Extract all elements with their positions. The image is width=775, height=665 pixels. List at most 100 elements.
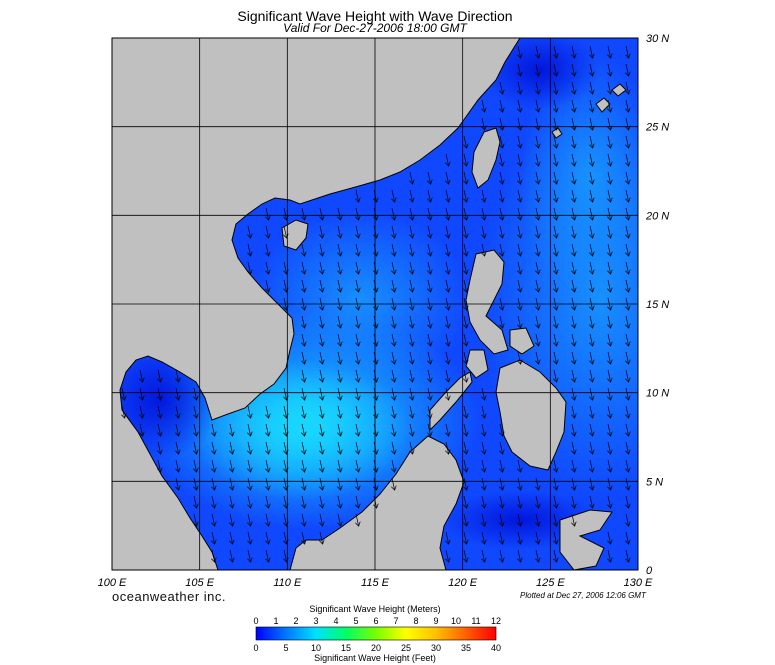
wave-arrow [319, 531, 325, 545]
wave-arrow [553, 99, 559, 113]
wave-arrow [391, 315, 397, 329]
wave-arrow [319, 333, 325, 347]
wave-arrow [409, 441, 415, 455]
wave-arrow [553, 477, 559, 491]
wave-arrow [571, 351, 577, 365]
wave-arrow [409, 387, 415, 401]
wave-arrow [211, 477, 217, 491]
wave-arrow [391, 279, 397, 293]
wave-arrow [535, 81, 541, 95]
wave-arrow [355, 477, 361, 491]
wave-arrow [553, 171, 559, 185]
wave-arrow [571, 405, 577, 419]
wave-arrow [607, 225, 613, 239]
wave-arrow [625, 117, 631, 131]
wave-arrow [391, 387, 397, 401]
wave-arrow [265, 441, 271, 455]
lat-label: 20 N [645, 210, 669, 222]
wave-arrow [391, 243, 397, 257]
wave-arrow [319, 369, 325, 383]
lon-label: 115 E [361, 577, 390, 589]
lat-label: 30 N [646, 33, 669, 45]
wave-arrow [319, 405, 325, 419]
wave-arrow [499, 513, 505, 527]
wave-arrow [409, 405, 415, 419]
wave-arrow [625, 261, 631, 275]
wave-arrow [445, 549, 451, 563]
wave-arrow [481, 495, 487, 509]
wave-arrow [625, 243, 631, 257]
colorbar-meters-tick: 0 [253, 616, 258, 626]
wave-arrow [409, 225, 415, 239]
wave-arrow [445, 243, 451, 257]
wave-arrow [553, 243, 559, 257]
wave-arrow [211, 441, 217, 455]
wave-arrow [463, 189, 469, 203]
wave-arrow [625, 279, 631, 293]
wave-arrow [481, 189, 487, 203]
wave-arrow [175, 405, 181, 419]
wave-arrow [139, 387, 145, 401]
lon-label: 125 E [536, 577, 565, 589]
wave-arrow [517, 477, 523, 491]
wave-arrow [571, 207, 577, 221]
wave-arrow [571, 495, 577, 509]
colorbar-title-meters: Significant Wave Height (Meters) [309, 604, 441, 614]
wave-arrow [157, 387, 163, 401]
wave-arrow [535, 225, 541, 239]
wave-arrow [589, 477, 595, 491]
wave-arrow [301, 441, 307, 455]
wave-arrow [319, 387, 325, 401]
wave-arrow [211, 495, 217, 509]
wave-arrow [193, 405, 199, 419]
wave-arrow [265, 243, 271, 257]
wave-arrow [463, 441, 469, 455]
wave-arrow [445, 225, 451, 239]
wave-arrow [535, 153, 541, 167]
wave-arrow [157, 441, 163, 455]
wave-arrow [517, 117, 523, 131]
wave-arrow [607, 207, 613, 221]
wave-arrow [409, 189, 415, 203]
wave-arrow [355, 441, 361, 455]
brand-logo-text: oceanweather inc. [112, 589, 227, 604]
wave-arrow [607, 423, 613, 437]
wave-arrow [625, 153, 631, 167]
wave-arrow [337, 495, 343, 509]
wave-arrow [625, 387, 631, 401]
wave-arrow [391, 333, 397, 347]
wave-arrow [247, 261, 253, 275]
wave-arrow [607, 81, 613, 95]
wave-arrow [319, 441, 325, 455]
wave-arrow [517, 99, 523, 113]
wave-arrow [607, 171, 613, 185]
wave-arrow [535, 63, 541, 77]
wave-arrow [265, 225, 271, 239]
wave-arrow [535, 45, 541, 59]
wave-arrow [499, 207, 505, 221]
wave-arrow [589, 117, 595, 131]
wave-arrow [517, 63, 523, 77]
wave-arrow [535, 171, 541, 185]
wave-arrow [463, 459, 469, 473]
colorbar-feet-tick: 40 [491, 643, 501, 653]
wave-arrow [625, 531, 631, 545]
wave-arrow [625, 189, 631, 203]
wave-arrow [589, 387, 595, 401]
wave-arrow [319, 243, 325, 257]
wave-arrow [211, 549, 217, 563]
wave-arrow [499, 135, 505, 149]
wave-arrow [319, 207, 325, 221]
wave-arrow [463, 369, 469, 383]
wave-arrow [445, 207, 451, 221]
colorbar-meters-tick: 10 [451, 616, 461, 626]
colorbar-feet-tick: 0 [253, 643, 258, 653]
wave-arrow [553, 81, 559, 95]
wave-arrow [139, 369, 145, 383]
wave-arrow [625, 207, 631, 221]
wave-arrow [445, 333, 451, 347]
colorbar-meters-tick: 1 [273, 616, 278, 626]
wave-arrow [625, 333, 631, 347]
wave-arrow [589, 63, 595, 77]
wave-arrow [409, 369, 415, 383]
